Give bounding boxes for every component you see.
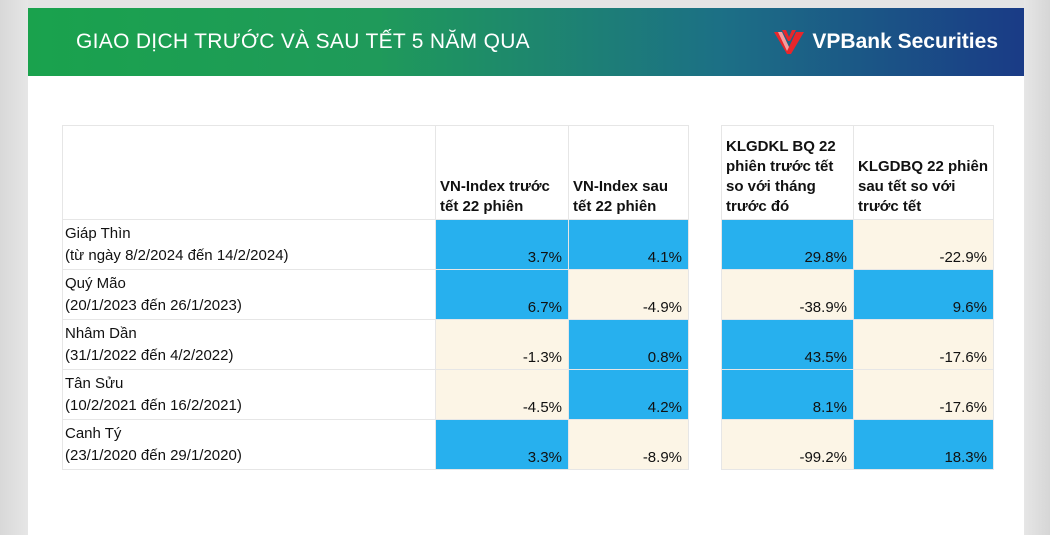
date-range: (từ ngày 8/2/2024 đến 14/2/2024) xyxy=(65,246,289,264)
tet-trading-table: VN-Index trước tết 22 phiên VN-Index sau… xyxy=(62,125,994,470)
row-label: Giáp Thìn (từ ngày 8/2/2024 đến 14/2/2024… xyxy=(62,219,436,270)
column-spacer xyxy=(688,269,722,320)
column-spacer xyxy=(688,319,722,370)
column-spacer xyxy=(688,219,722,270)
cell-vnindex-after: 4.1% xyxy=(568,219,689,270)
cell-volume-after: -17.6% xyxy=(853,369,994,420)
table-row: Nhâm Dần (31/1/2022 đến 4/2/2022) -1.3% 0… xyxy=(62,319,994,370)
table-row: Tân Sửu (10/2/2021 đến 16/2/2021) -4.5% 4… xyxy=(62,369,994,420)
cell-volume-before: -99.2% xyxy=(721,419,854,470)
brand-logo: VPBank Securities xyxy=(772,24,998,60)
right-backdrop xyxy=(1024,0,1050,535)
header-volume-before: KLGDKL BQ 22 phiên trước tết so với thán… xyxy=(721,125,854,220)
header-period xyxy=(62,125,436,220)
year-name: Tân Sửu xyxy=(65,374,124,392)
cell-vnindex-before: -1.3% xyxy=(435,319,569,370)
cell-vnindex-after: 0.8% xyxy=(568,319,689,370)
year-name: Giáp Thìn xyxy=(65,224,131,242)
cell-vnindex-after: -4.9% xyxy=(568,269,689,320)
cell-volume-after: 18.3% xyxy=(853,419,994,470)
cell-vnindex-before: 6.7% xyxy=(435,269,569,320)
cell-volume-before: 29.8% xyxy=(721,219,854,270)
cell-volume-before: 43.5% xyxy=(721,319,854,370)
cell-vnindex-after: -8.9% xyxy=(568,419,689,470)
row-label: Tân Sửu (10/2/2021 đến 16/2/2021) xyxy=(62,369,436,420)
header-vnindex-before: VN-Index trước tết 22 phiên xyxy=(435,125,569,220)
cell-volume-after: -17.6% xyxy=(853,319,994,370)
brand-name: VPBank Securities xyxy=(812,30,998,53)
column-spacer xyxy=(688,369,722,420)
left-backdrop xyxy=(0,0,28,535)
cell-vnindex-after: 4.2% xyxy=(568,369,689,420)
header-banner: GIAO DỊCH TRƯỚC VÀ SAU TẾT 5 NĂM QUA VPB… xyxy=(28,8,1024,76)
header-volume-after: KLGDBQ 22 phiên sau tết so với trước tết xyxy=(853,125,994,220)
slide: GIAO DỊCH TRƯỚC VÀ SAU TẾT 5 NĂM QUA VPB… xyxy=(28,8,1024,535)
cell-volume-before: 8.1% xyxy=(721,369,854,420)
cell-vnindex-before: 3.3% xyxy=(435,419,569,470)
row-label: Nhâm Dần (31/1/2022 đến 4/2/2022) xyxy=(62,319,436,370)
table-row: Giáp Thìn (từ ngày 8/2/2024 đến 14/2/2024… xyxy=(62,219,994,270)
row-label: Canh Tý (23/1/2020 đến 29/1/2020) xyxy=(62,419,436,470)
table-row: Quý Mão (20/1/2023 đến 26/1/2023) 6.7% -4… xyxy=(62,269,994,320)
date-range: (20/1/2023 đến 26/1/2023) xyxy=(65,296,242,314)
cell-vnindex-before: 3.7% xyxy=(435,219,569,270)
column-spacer xyxy=(688,125,722,220)
date-range: (10/2/2021 đến 16/2/2021) xyxy=(65,396,242,414)
cell-volume-after: 9.6% xyxy=(853,269,994,320)
cell-volume-before: -38.9% xyxy=(721,269,854,320)
cell-vnindex-before: -4.5% xyxy=(435,369,569,420)
vpbank-logo-icon xyxy=(774,30,805,54)
table-row: Canh Tý (23/1/2020 đến 29/1/2020) 3.3% -8… xyxy=(62,419,994,470)
header-vnindex-after: VN-Index sau tết 22 phiên xyxy=(568,125,689,220)
date-range: (23/1/2020 đến 29/1/2020) xyxy=(65,446,242,464)
year-name: Nhâm Dần xyxy=(65,324,137,342)
row-label: Quý Mão (20/1/2023 đến 26/1/2023) xyxy=(62,269,436,320)
column-spacer xyxy=(688,419,722,470)
year-name: Quý Mão xyxy=(65,274,126,292)
year-name: Canh Tý xyxy=(65,424,122,442)
cell-volume-after: -22.9% xyxy=(853,219,994,270)
date-range: (31/1/2022 đến 4/2/2022) xyxy=(65,346,234,364)
page-title: GIAO DỊCH TRƯỚC VÀ SAU TẾT 5 NĂM QUA xyxy=(76,30,530,53)
table-header-row: VN-Index trước tết 22 phiên VN-Index sau… xyxy=(62,125,994,220)
